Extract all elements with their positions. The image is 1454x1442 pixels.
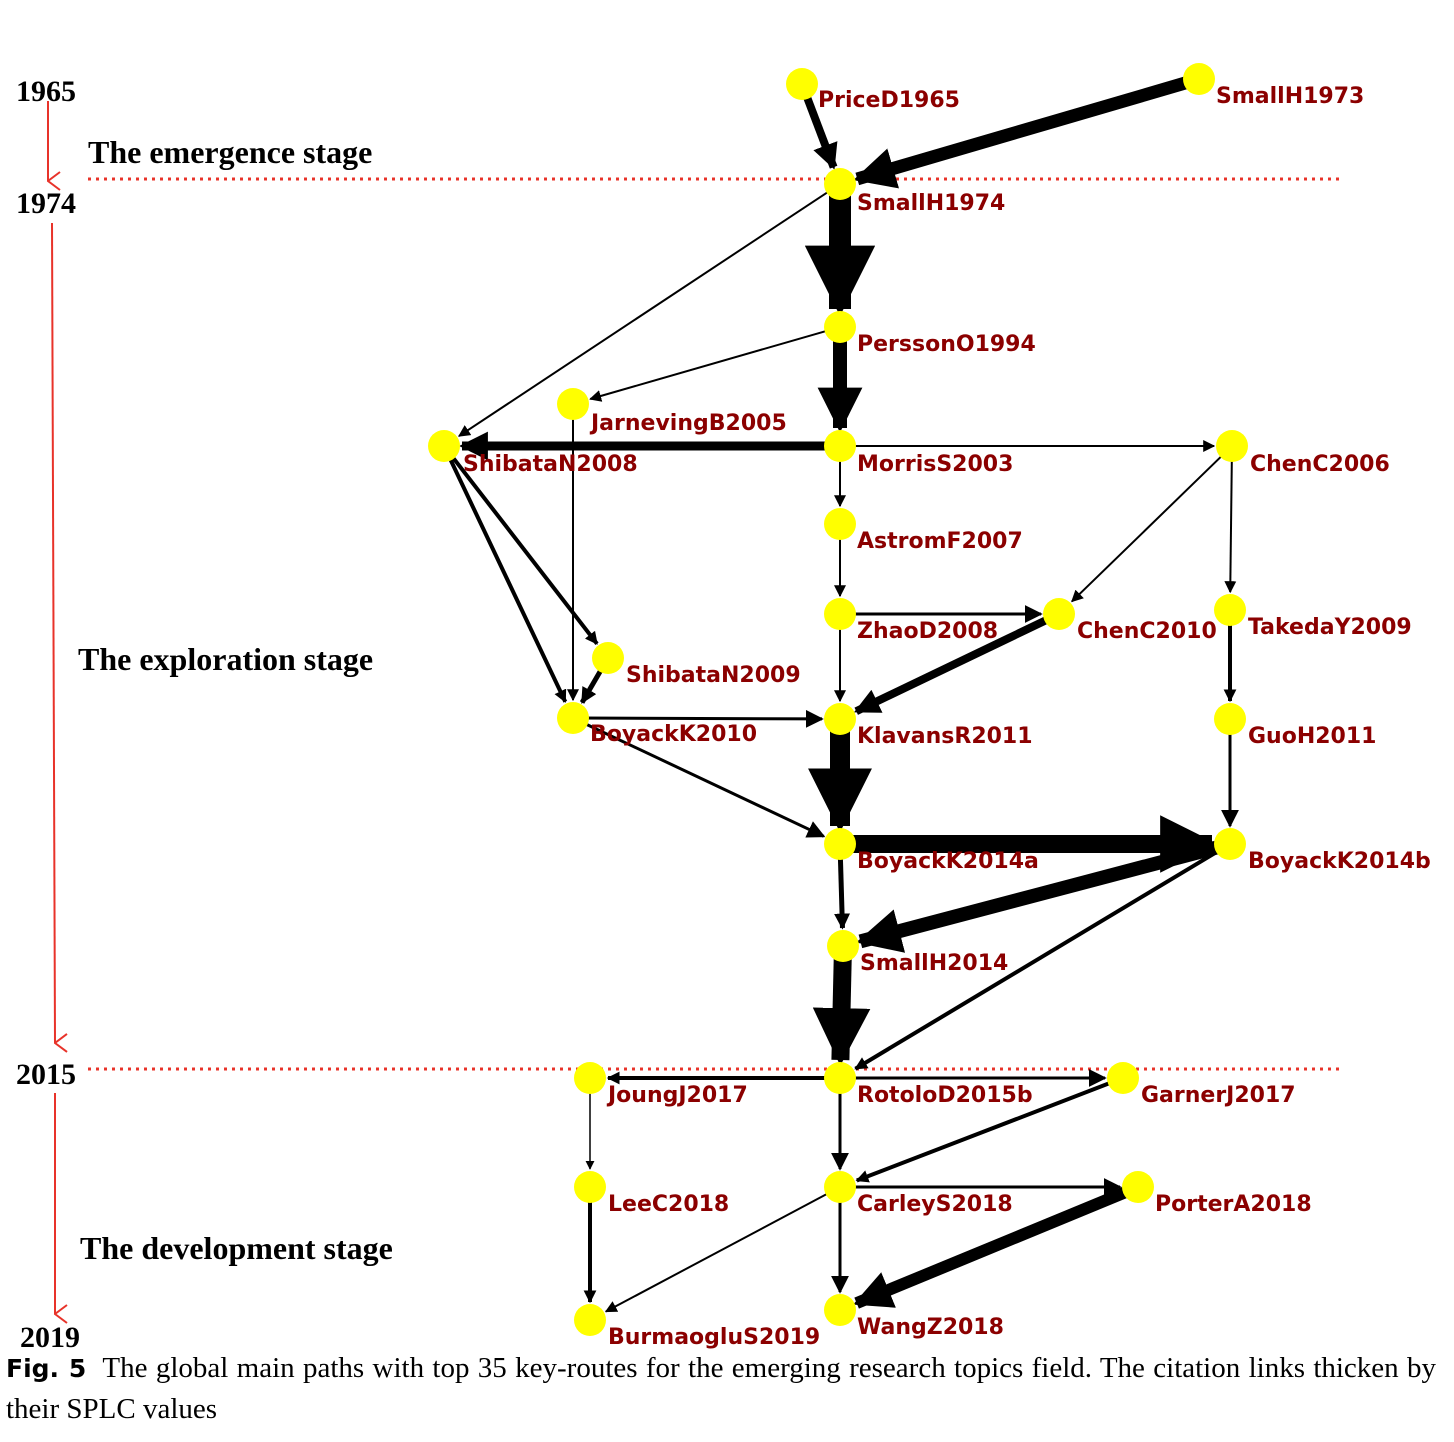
node-label-joung2017: JoungJ2017: [606, 1083, 748, 1108]
node-label-shibata2009: ShibataN2009: [626, 663, 801, 688]
paper-node-small1974: [824, 168, 856, 200]
citation-edge-chen2006-chen2010: [1071, 449, 1229, 603]
citation-edge-porter2018-wang2018: [853, 1183, 1135, 1309]
citation-edge-chen2006-takeda2009: [1224, 452, 1237, 594]
year-label-1974: 1974: [16, 187, 76, 220]
paper-node-small1973: [1183, 63, 1215, 95]
paper-node-boyack2014b: [1214, 828, 1246, 860]
node-label-klavans2011: KlavansR2011: [857, 724, 1033, 749]
citation-edge-carley2018-burmaoglu2019: [604, 1189, 835, 1313]
node-label-chen2006: ChenC2006: [1250, 452, 1390, 477]
paper-node-porter2018: [1122, 1171, 1154, 1203]
citation-edge-small2014-rotolo2015b: [812, 952, 871, 1066]
node-label-zhao2008: ZhaoD2008: [857, 619, 998, 644]
node-label-persson1994: PerssonO1994: [857, 332, 1036, 357]
paper-node-chen2010: [1043, 598, 1075, 630]
node-label-porter2018: PorterA2018: [1155, 1192, 1312, 1217]
paper-node-morris2003: [824, 430, 856, 462]
paper-node-lee2018: [574, 1171, 606, 1203]
citation-edge-shibata2008-boyack2010: [444, 450, 568, 703]
node-label-carley2018: CarleyS2018: [857, 1192, 1013, 1217]
figure-caption: Fig. 5 The global main paths with top 35…: [6, 1348, 1436, 1429]
node-label-boyack2014b: BoyackK2014b: [1248, 849, 1431, 874]
paper-node-boyack2014a: [824, 828, 856, 860]
node-label-small1974: SmallH1974: [857, 191, 1005, 216]
node-label-shibata2008: ShibataN2008: [463, 452, 638, 477]
citation-edge-boyack2010-boyack2014a: [578, 719, 826, 838]
node-label-boyack2010: BoyackK2010: [590, 722, 757, 747]
paper-nodes: [428, 63, 1248, 1336]
node-label-morris2003: MorrisS2003: [857, 452, 1013, 477]
paper-node-boyack2010: [557, 702, 589, 734]
citation-edge-boyack2014a-small2014: [834, 850, 851, 930]
paper-node-joung2017: [574, 1062, 606, 1094]
node-label-takeda2009: TakedaY2009: [1248, 615, 1412, 640]
node-label-rotolo2015b: RotoloD2015b: [857, 1083, 1033, 1108]
citation-edge-boyack2014b-small2014: [856, 838, 1226, 953]
paper-node-jarneving2005: [557, 388, 589, 420]
year-label-1965: 1965: [16, 75, 76, 108]
node-label-small2014: SmallH2014: [860, 951, 1008, 976]
citation-edge-small1973-small1974: [853, 74, 1195, 189]
citation-edge-small1974-shibata2008: [458, 186, 836, 437]
stage-label-exploration: The exploration stage: [78, 641, 373, 677]
node-label-astrom2007: AstromF2007: [857, 529, 1023, 554]
paper-node-persson1994: [824, 311, 856, 343]
citation-edge-boyack2014b-rotolo2015b: [854, 845, 1226, 1071]
node-label-chen2010: ChenC2010: [1077, 619, 1217, 644]
paper-node-chen2006: [1216, 430, 1248, 462]
paper-node-takeda2009: [1214, 594, 1246, 626]
citation-edge-chen2010-klavans2011: [853, 613, 1055, 715]
paper-node-wang2018: [824, 1294, 856, 1326]
paper-node-shibata2008: [428, 430, 460, 462]
citation-edge-persson1994-jarneving2005: [589, 327, 835, 402]
stage-label-development: The development stage: [80, 1230, 393, 1266]
paper-node-burmaoglu2019: [574, 1304, 606, 1336]
paper-node-price1965: [786, 68, 818, 100]
paper-node-zhao2008: [824, 598, 856, 630]
paper-node-guo2011: [1214, 703, 1246, 735]
paper-node-garner2017: [1107, 1062, 1139, 1094]
stage-label-emergence: The emergence stage: [88, 134, 372, 170]
citation-edges: [444, 74, 1239, 1313]
node-label-guo2011: GuoH2011: [1248, 724, 1376, 749]
citation-edge-garner2017-carley2018: [855, 1078, 1118, 1183]
figure-caption-text: The global main paths with top 35 key-ro…: [6, 1352, 1437, 1425]
node-label-boyack2014a: BoyackK2014a: [857, 849, 1039, 874]
citation-edge-shibata2008-shibata2009: [446, 449, 599, 645]
citation-edge-price1965-small1974: [800, 88, 838, 170]
citation-edge-boyack2010-klavans2011: [579, 709, 824, 728]
timeline-arrow-2: [51, 222, 55, 1043]
paper-node-rotolo2015b: [824, 1062, 856, 1094]
node-label-jarneving2005: JarnevingB2005: [589, 411, 787, 436]
year-label-2015: 2015: [16, 1058, 76, 1091]
paper-node-carley2018: [824, 1171, 856, 1203]
node-label-lee2018: LeeC2018: [608, 1192, 729, 1217]
paper-node-small2014: [827, 930, 859, 962]
node-label-small1973: SmallH1973: [1216, 84, 1364, 109]
paper-node-astrom2007: [824, 508, 856, 540]
paper-node-shibata2009: [592, 642, 624, 674]
paper-node-klavans2011: [824, 703, 856, 735]
figure-caption-label: Fig. 5: [6, 1354, 87, 1383]
node-label-burmaoglu2019: BurmaogluS2019: [608, 1325, 820, 1350]
node-label-garner2017: GarnerJ2017: [1141, 1083, 1296, 1108]
year-label-2019: 2019: [20, 1321, 80, 1354]
paper-labels: PriceD1965 SmallH1973 SmallH1974 Persson…: [463, 84, 1431, 1350]
node-label-price1965: PriceD1965: [818, 88, 960, 113]
node-label-wang2018: WangZ2018: [857, 1315, 1004, 1340]
